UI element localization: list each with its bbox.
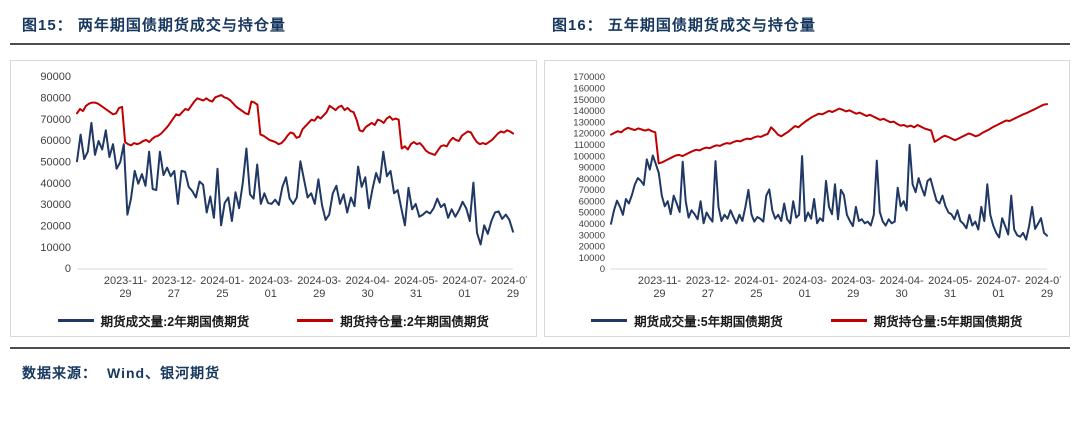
open-interest-line-swatch — [830, 319, 867, 322]
svg-text:2024-07-01: 2024-07-01 — [443, 275, 487, 300]
svg-text:2024-07-29: 2024-07-29 — [491, 275, 527, 300]
figure-titles-row: 图15： 两年期国债期货成交与持仓量 图16： 五年期国债期货成交与持仓量 — [10, 0, 1070, 35]
legend-item-oi-5y: 期货持仓量:5年期国债期货 — [830, 311, 1023, 330]
section-divider-line — [10, 347, 1070, 349]
svg-text:130000: 130000 — [573, 117, 605, 128]
svg-text:40000: 40000 — [578, 219, 604, 230]
legend-item-volume-2y: 期货成交量:2年期国债期货 — [57, 311, 250, 330]
charts-row: 0 10000 20000 30000 40000 50000 60000 70000 8000… — [10, 60, 1070, 337]
open-interest-line-swatch — [297, 319, 334, 322]
svg-text:2024-07-01: 2024-07-01 — [976, 275, 1020, 300]
svg-text:2024-01-25: 2024-01-25 — [201, 275, 245, 300]
data-source: 数据来源： Wind、银河期货 — [10, 363, 1070, 383]
svg-text:2023-12-27: 2023-12-27 — [686, 275, 730, 300]
svg-text:30000: 30000 — [41, 199, 72, 211]
svg-text:2023-11-29: 2023-11-29 — [638, 275, 682, 300]
svg-text:20000: 20000 — [41, 221, 72, 233]
svg-text:2024-04-30: 2024-04-30 — [346, 275, 390, 300]
svg-text:10000: 10000 — [578, 253, 604, 264]
svg-text:2024-05-31: 2024-05-31 — [394, 275, 438, 300]
legend-2y: 期货成交量:2年期国债期货 期货持仓量:2年期国债期货 — [13, 311, 534, 330]
figure-15-title: 图15： 两年期国债期货成交与持仓量 — [22, 17, 286, 34]
svg-text:80000: 80000 — [578, 174, 604, 185]
svg-text:100000: 100000 — [573, 151, 605, 162]
svg-text:70000: 70000 — [41, 114, 72, 126]
chart-panel-2y: 0 10000 20000 30000 40000 50000 60000 70000 8000… — [10, 60, 537, 337]
svg-text:2023-12-27: 2023-12-27 — [152, 275, 196, 300]
legend-item-oi-2y: 期货持仓量:2年期国债期货 — [297, 311, 489, 330]
line-chart-5y-volume-oi: 0100002000030000400005000060000700008000… — [573, 72, 1061, 300]
svg-text:90000: 90000 — [41, 71, 72, 83]
svg-text:160000: 160000 — [573, 83, 605, 94]
legend-label: 期货持仓量:5年期国债期货 — [873, 315, 1023, 329]
svg-text:20000: 20000 — [578, 242, 604, 253]
svg-text:120000: 120000 — [573, 129, 605, 140]
svg-text:60000: 60000 — [578, 196, 604, 207]
svg-text:50000: 50000 — [578, 208, 604, 219]
svg-text:150000: 150000 — [573, 95, 605, 106]
svg-text:140000: 140000 — [573, 106, 605, 117]
svg-text:30000: 30000 — [578, 230, 604, 241]
svg-text:60000: 60000 — [41, 135, 72, 147]
legend-5y: 期货成交量:5年期国债期货 期货持仓量:5年期国债期货 — [547, 311, 1068, 330]
svg-text:2024-03-29: 2024-03-29 — [297, 275, 341, 300]
svg-text:2024-07-29: 2024-07-29 — [1025, 275, 1061, 300]
chart-panel-5y: 0 10000 20000 30000 40000 50000 60000 70000 8000… — [543, 60, 1070, 337]
svg-text:2024-04-30: 2024-04-30 — [879, 275, 923, 300]
svg-text:2024-01-25: 2024-01-25 — [734, 275, 778, 300]
svg-text:70000: 70000 — [578, 185, 604, 196]
svg-text:50000: 50000 — [41, 157, 72, 169]
volume-line-swatch — [591, 319, 628, 322]
svg-text:0: 0 — [599, 264, 604, 275]
svg-text:2024-03-29: 2024-03-29 — [831, 275, 875, 300]
figure-16-title: 图16： 五年期国债期货成交与持仓量 — [552, 17, 816, 34]
svg-text:110000: 110000 — [574, 140, 605, 151]
svg-text:80000: 80000 — [41, 93, 72, 105]
line-chart-2y-volume-oi: 0 10000 20000 30000 40000 50000 60000 70000 8000… — [41, 71, 528, 300]
volume-line-swatch — [57, 319, 94, 322]
legend-label: 期货持仓量:2年期国债期货 — [340, 315, 489, 329]
svg-text:0: 0 — [65, 263, 71, 275]
data-source-value: Wind、银河期货 — [107, 365, 221, 381]
legend-item-volume-5y: 期货成交量:5年期国债期货 — [591, 311, 783, 330]
svg-text:40000: 40000 — [41, 178, 72, 190]
svg-text:2024-03-01: 2024-03-01 — [783, 275, 827, 300]
data-source-label: 数据来源： — [22, 365, 97, 381]
title-divider-line — [10, 43, 1070, 45]
svg-text:2023-11-29: 2023-11-29 — [104, 275, 148, 300]
svg-text:10000: 10000 — [41, 242, 72, 254]
svg-text:2024-03-01: 2024-03-01 — [249, 275, 293, 300]
svg-text:170000: 170000 — [573, 72, 605, 83]
svg-text:90000: 90000 — [578, 163, 604, 174]
svg-text:2024-05-31: 2024-05-31 — [928, 275, 972, 300]
legend-label: 期货成交量:5年期国债期货 — [634, 315, 783, 329]
legend-label: 期货成交量:2年期国债期货 — [100, 315, 250, 329]
